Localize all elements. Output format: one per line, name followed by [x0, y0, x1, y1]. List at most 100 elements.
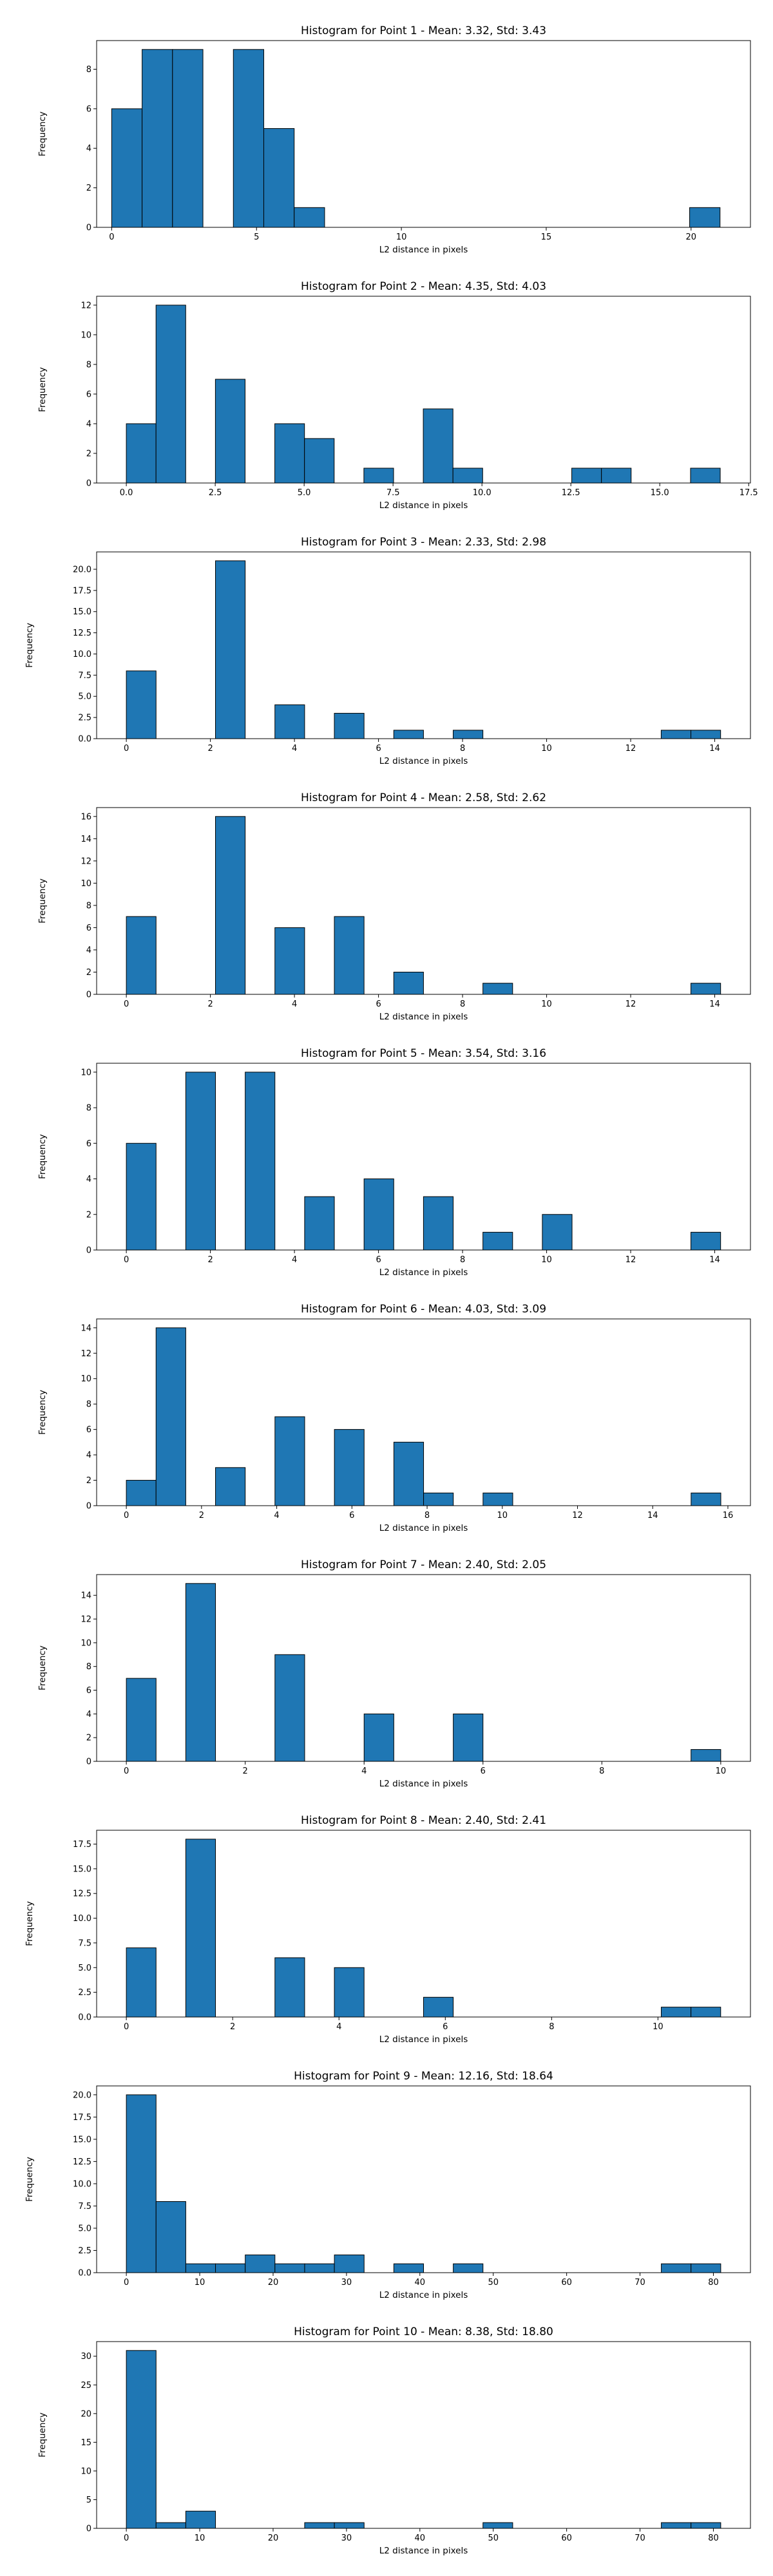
x-tick-label: 8	[549, 2022, 554, 2032]
x-axis-label: L2 distance in pixels	[379, 756, 468, 766]
histogram-bar	[393, 971, 424, 995]
histogram-bar	[661, 2007, 692, 2018]
y-tick-label: 6	[86, 390, 91, 399]
x-tick-label: 4	[274, 1511, 279, 1520]
x-tick-label: 4	[292, 999, 297, 1009]
histogram-bar	[126, 1142, 157, 1251]
chart-title: Histogram for Point 6 - Mean: 4.03, Std:…	[301, 1303, 546, 1316]
histogram-bar	[482, 1231, 513, 1251]
histogram-bar	[142, 49, 173, 228]
histogram-bar	[294, 207, 325, 228]
x-tick-label: 60	[561, 2278, 572, 2287]
y-tick-label: 4	[86, 419, 91, 429]
x-axis-label: L2 distance in pixels	[379, 1012, 468, 1022]
y-tick-label: 8	[86, 1662, 91, 1672]
chart-title: Histogram for Point 9 - Mean: 12.16, Std…	[294, 2070, 553, 2083]
y-tick-label: 14	[81, 1323, 91, 1333]
y-tick-label: 10	[81, 330, 91, 340]
chart-title: Histogram for Point 10 - Mean: 8.38, Std…	[294, 2325, 553, 2338]
y-tick-label: 4	[86, 1175, 91, 1184]
x-tick-label: 50	[488, 2278, 499, 2287]
y-tick-label: 8	[86, 1400, 91, 1410]
histogram-panel-3: Histogram for Point 3 - Mean: 2.33, Std:…	[24, 536, 751, 766]
y-tick-label: 5.0	[78, 1964, 91, 1973]
x-tick-label: 12	[625, 999, 636, 1009]
histogram-bar	[542, 1214, 573, 1251]
histogram-bar	[215, 816, 246, 995]
x-tick-label: 20	[686, 232, 697, 242]
y-tick-label: 0	[86, 1757, 91, 1767]
histogram-bar	[185, 1839, 216, 2018]
x-tick-label: 0	[124, 1511, 129, 1520]
histogram-bar	[423, 408, 453, 484]
y-tick-label: 20.0	[73, 2090, 91, 2100]
y-tick-label: 0	[86, 1502, 91, 1511]
histogram-bar	[126, 2094, 157, 2273]
histogram-bar	[185, 2263, 216, 2273]
x-tick-label: 10.0	[473, 488, 491, 498]
x-axis-label: L2 distance in pixels	[379, 2546, 468, 2556]
x-tick-label: 17.5	[740, 488, 758, 498]
x-tick-label: 10	[396, 232, 407, 242]
y-tick-label: 12	[81, 857, 91, 866]
x-tick-label: 0	[124, 2278, 129, 2287]
chart-title: Histogram for Point 5 - Mean: 3.54, Std:…	[301, 1047, 546, 1060]
histogram-bar	[601, 468, 632, 484]
x-tick-label: 0	[124, 1255, 129, 1265]
histogram-bar	[363, 1179, 394, 1251]
y-axis-label: Frequency	[24, 2157, 35, 2202]
chart-title: Histogram for Point 7 - Mean: 2.40, Std:…	[301, 1558, 546, 1571]
histogram-bar	[172, 49, 204, 228]
x-tick-label: 6	[349, 1511, 354, 1520]
y-tick-label: 5	[86, 2496, 91, 2505]
histogram-panel-8: Histogram for Point 8 - Mean: 2.40, Std:…	[24, 1814, 751, 2045]
y-tick-label: 5.0	[78, 692, 91, 702]
histogram-bar	[274, 1654, 305, 1762]
histogram-bar	[393, 2263, 424, 2273]
histogram-bar	[691, 2522, 721, 2529]
histogram-bar	[111, 108, 143, 228]
x-tick-label: 10	[195, 2278, 205, 2287]
x-tick-label: 2	[207, 999, 213, 1009]
x-tick-label: 40	[415, 2533, 426, 2543]
x-tick-label: 2	[243, 1766, 248, 1776]
histogram-bar	[126, 670, 157, 739]
x-tick-label: 5.0	[298, 488, 311, 498]
histogram-bar	[334, 713, 365, 739]
x-axis-label: L2 distance in pixels	[379, 1523, 468, 1533]
x-tick-label: 6	[376, 1255, 381, 1265]
y-tick-label: 2.5	[78, 2246, 91, 2256]
plot-frame	[96, 1318, 751, 1506]
histogram-bar	[363, 1713, 394, 1762]
y-tick-label: 8	[86, 65, 91, 75]
x-tick-label: 30	[341, 2533, 352, 2543]
x-tick-label: 14	[709, 1255, 720, 1265]
histogram-bar	[453, 2263, 484, 2273]
x-tick-label: 14	[709, 999, 720, 1009]
y-tick-label: 25	[81, 2381, 91, 2391]
y-tick-label: 8	[86, 360, 91, 370]
plot-frame	[96, 40, 751, 228]
y-tick-label: 15.0	[73, 2135, 91, 2145]
y-tick-label: 2	[86, 449, 91, 459]
histogram-bar	[155, 305, 186, 484]
y-tick-label: 2.5	[78, 1988, 91, 1998]
histogram-bar	[334, 2522, 365, 2529]
y-tick-label: 8	[86, 1104, 91, 1113]
x-tick-label: 8	[460, 999, 465, 1009]
y-tick-label: 4	[86, 144, 91, 154]
histogram-bar	[691, 983, 721, 995]
x-tick-label: 12	[625, 1255, 636, 1265]
plot-frame	[96, 1830, 751, 2018]
x-tick-label: 0.0	[120, 488, 133, 498]
histogram-bar	[691, 730, 721, 739]
histogram-bar	[274, 2263, 305, 2273]
histogram-bar	[215, 560, 246, 739]
x-axis-label: L2 distance in pixels	[379, 2290, 468, 2300]
histogram-bar	[274, 423, 305, 484]
histogram-panel-4: Histogram for Point 4 - Mean: 2.58, Std:…	[37, 791, 751, 1022]
x-tick-label: 6	[443, 2022, 448, 2032]
y-tick-label: 14	[81, 1591, 91, 1601]
y-tick-label: 7.5	[78, 671, 91, 681]
x-tick-label: 7.5	[386, 488, 400, 498]
